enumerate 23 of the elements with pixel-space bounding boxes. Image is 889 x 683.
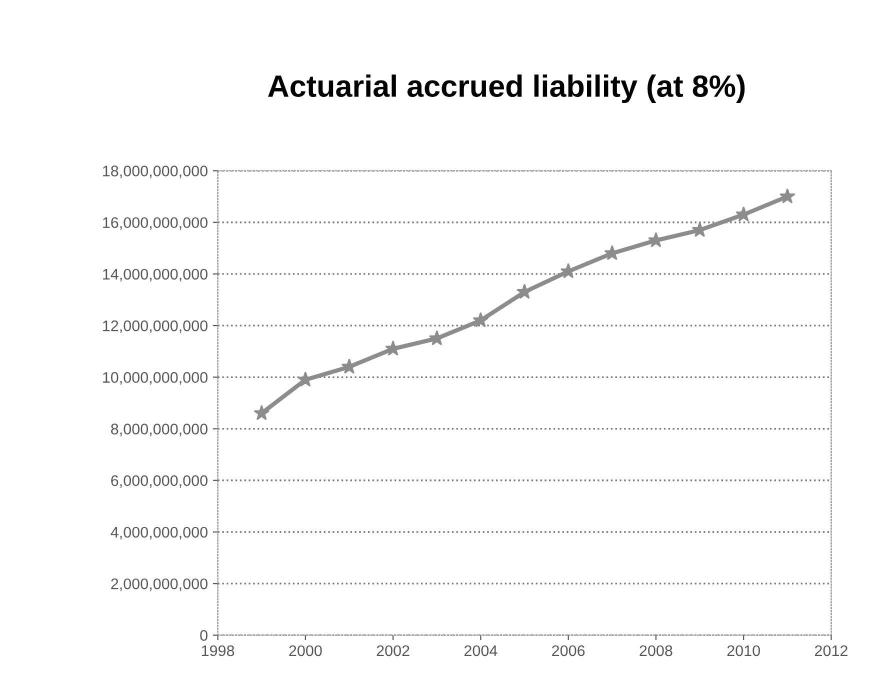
y-tick-label: 8,000,000,000 [111,424,208,436]
x-tick-label: 2004 [464,645,498,656]
y-tick-label: 18,000,000,000 [103,166,208,178]
x-tick-label: 2006 [552,645,585,656]
y-tick-label: 0 [200,630,208,641]
y-tick-label: 6,000,000,000 [111,475,208,488]
point [254,404,270,420]
point [472,312,489,328]
x-tick-label: 2010 [727,645,760,656]
x-tick-label: 2008 [640,645,672,656]
point [516,284,532,299]
point [779,188,796,204]
chart-title: Actuarial accrued liability (at 8%) [268,74,745,104]
y-tick-label: 16,000,000,000 [103,217,208,230]
x-tick-label: 2000 [289,645,322,656]
y-tick-label: 10,000,000,000 [103,372,208,385]
y-tick-label: 4,000,000,000 [110,526,208,540]
x-tick-label: 2012 [814,645,848,656]
y-tick-label: 14,000,000,000 [103,268,208,282]
x-tick-label: 1998 [202,645,234,656]
y-tick-label: 12,000,000,000 [103,320,208,334]
y-tick-label: 2,000,000,000 [111,578,208,592]
x-tick-label: 2002 [376,645,410,656]
